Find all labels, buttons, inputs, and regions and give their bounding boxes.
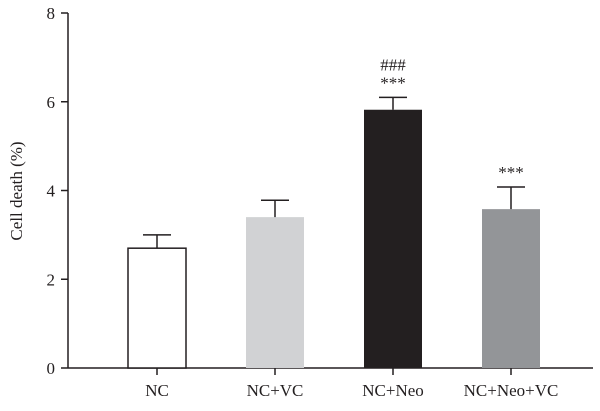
y-tick-label: 2: [47, 270, 56, 289]
significance-label: ###: [380, 55, 406, 74]
x-tick-label: NC: [145, 381, 169, 400]
significance-label: ***: [498, 163, 524, 182]
y-tick-label: 6: [47, 93, 56, 112]
y-tick-label: 8: [47, 4, 56, 23]
y-tick-label: 0: [47, 359, 56, 378]
x-tick-label: NC+Neo+VC: [464, 381, 559, 400]
bar: [364, 109, 422, 369]
y-tick-label: 4: [47, 182, 56, 201]
bar: [482, 209, 540, 368]
significance-label: ***: [380, 73, 406, 92]
x-tick-label: NC+VC: [247, 381, 304, 400]
x-tick-label: NC+Neo: [362, 381, 424, 400]
bar: [127, 247, 187, 369]
bar: [246, 217, 304, 368]
y-axis-title: Cell death (%): [7, 141, 26, 240]
